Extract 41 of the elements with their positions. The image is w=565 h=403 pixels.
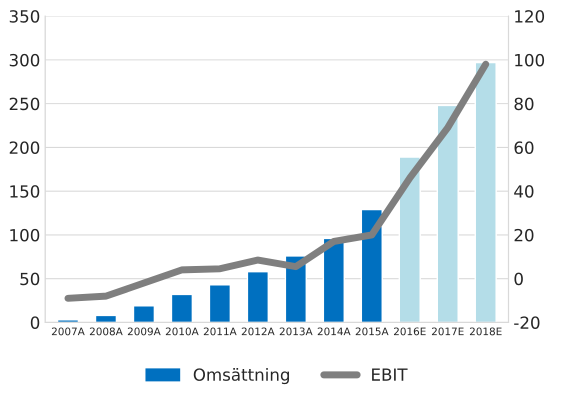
x-tick-label: 2016E	[394, 327, 426, 336]
y2-tick-label: 80	[514, 98, 534, 110]
bar	[208, 284, 232, 322]
bar	[474, 62, 497, 322]
y-tick-label: 0	[30, 316, 40, 329]
x-tick-label: 2010A	[166, 327, 199, 336]
y2-tick-label: 100	[515, 54, 544, 66]
y-tick-label: 150	[10, 185, 40, 198]
x-tick-label: 2013A	[280, 327, 313, 336]
y-tick-label: 100	[10, 228, 40, 242]
bar	[246, 270, 269, 322]
y2-tick-label: 60	[514, 141, 534, 154]
bar	[398, 156, 421, 322]
bar	[94, 314, 118, 322]
legend-label: EBIT	[372, 368, 408, 381]
y-tick-label: 300	[10, 54, 40, 66]
x-tick-label: 2015A	[356, 327, 389, 336]
x-tick-label: 2008A	[90, 327, 123, 336]
x-tick-label: 2018E	[470, 327, 502, 336]
x-tick-label: 2014A	[318, 327, 351, 336]
x-tick-label: 2011A	[204, 327, 237, 336]
y2-tick-label: 120	[515, 10, 544, 23]
y-tick-label: 250	[10, 98, 40, 110]
bar	[322, 238, 345, 322]
bar	[170, 294, 194, 322]
x-tick-label: 2012A	[242, 327, 275, 336]
y2-tick-label: 0	[514, 272, 523, 286]
bar	[56, 319, 80, 322]
x-tick-label: 2009A	[128, 327, 161, 336]
y2-tick-label: 40	[514, 185, 534, 198]
y2-tick-label: 20	[514, 228, 534, 242]
y-tick-label: 200	[10, 141, 40, 154]
x-tick-label: 2017E	[432, 327, 464, 336]
x-tick-label: 2007A	[52, 327, 85, 336]
y-tick-label: 350	[10, 10, 40, 23]
bar	[360, 208, 383, 322]
y2-tick-label: -20	[514, 316, 540, 329]
y-tick-label: 50	[20, 272, 40, 286]
legend-label: Omsättning	[194, 368, 289, 384]
bar	[436, 104, 459, 322]
bar	[132, 305, 156, 322]
